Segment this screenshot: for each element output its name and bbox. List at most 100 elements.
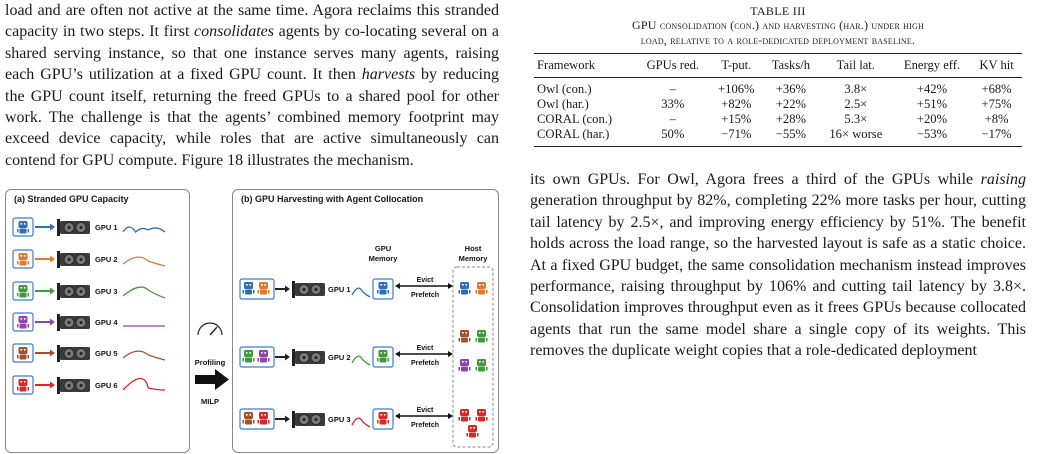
robot-icon [17, 347, 29, 360]
robot-eye [482, 361, 484, 363]
robot-icon [17, 316, 29, 329]
robot-arm [242, 358, 244, 362]
gpu-memory-label: Memory [369, 254, 399, 263]
table-cell: +42% [916, 82, 948, 96]
arrow-head [50, 349, 55, 357]
robot-eye [479, 284, 481, 286]
robot-eye [465, 332, 467, 334]
robot-eye [479, 332, 481, 334]
arrow-head [50, 381, 55, 389]
robot-icon [377, 350, 389, 363]
utilization-curve [351, 417, 371, 428]
big-arrow-head [215, 369, 229, 390]
robot-body [478, 366, 485, 372]
left-paragraph: load and are often not active at the sam… [5, 0, 499, 171]
prefetch-label: Prefetch [411, 360, 439, 367]
right-column: TABLE III GPU consolidation (con.) and h… [530, 0, 1026, 362]
robot-body [478, 416, 485, 422]
robot-arm [17, 229, 19, 233]
robot-eye [380, 352, 383, 354]
gauge-needle [209, 326, 218, 336]
robot-head [244, 282, 253, 289]
gpu-bracket [292, 349, 295, 366]
robot-arm [17, 387, 19, 391]
table-cell: −53% [892, 127, 972, 147]
gpu-fan-hub [79, 321, 83, 324]
robot-eye [261, 352, 263, 354]
robot-arm [257, 358, 259, 362]
text-run: generation throughput by 82%, completing… [530, 192, 1026, 360]
arrow-head [448, 413, 453, 419]
robot-icon [257, 350, 270, 363]
host-memory-label: Memory [459, 254, 489, 263]
gpu-card-icon [57, 314, 90, 331]
table-row: Owl (har.) 33% +82% +22% 2.5× +51% +75% [534, 97, 1022, 112]
robot-arm [257, 420, 259, 424]
robot-arm [253, 420, 255, 424]
figure-drawing: GPU 1 GPU 2 GPU 3 GPU 4 GPU 5 GPU 6 Profiling M… [12, 217, 494, 448]
robot-body [469, 432, 476, 438]
column-header: Framework [534, 53, 637, 78]
gpu-fan-hub [302, 356, 306, 359]
robot-head [378, 282, 388, 289]
gpu-label: GPU 2 [95, 255, 118, 264]
table-cell: −17% [971, 127, 1022, 147]
utilization-curve [351, 287, 371, 298]
column-header: T-put. [709, 53, 764, 78]
arrow-head [50, 318, 55, 326]
table-cell: Owl (har.) [537, 97, 589, 111]
robot-arm [469, 417, 471, 421]
gpu-fan-hub [67, 290, 71, 293]
utilization-curve [122, 377, 166, 391]
gpu-fan-hub [79, 258, 83, 261]
robot-arm [253, 358, 255, 362]
robot-icon [257, 412, 270, 425]
robot-eye [23, 349, 26, 351]
gpu-fan-hub [302, 418, 306, 421]
gpu-bracket [57, 377, 60, 394]
table-cell: +20% [916, 112, 948, 126]
robot-eye [249, 352, 251, 354]
robot-eye [20, 287, 23, 289]
emphasis-raising: raising [980, 171, 1026, 188]
robot-head [18, 221, 28, 228]
robot-eye [23, 287, 26, 289]
robot-icon [17, 253, 29, 266]
utilization-curve [122, 286, 166, 299]
arrow-head [50, 255, 55, 263]
robot-eye [383, 352, 386, 354]
results-table: Framework GPUs red. T-put. Tasks/h Tail lat.… [534, 53, 1022, 147]
robot-arm [486, 417, 488, 421]
arrow-head [285, 285, 290, 293]
arrow-head [395, 413, 400, 419]
gpu-label: GPU 5 [95, 349, 118, 358]
gpu-fan-hub [67, 352, 71, 355]
column-header: GPUs red. [636, 53, 710, 78]
robot-body [260, 357, 267, 363]
robot-eye [462, 361, 464, 363]
robot-arm [387, 420, 389, 424]
robot-arm [27, 261, 29, 265]
table-cell: +28% [775, 112, 806, 126]
robot-body [379, 289, 387, 295]
table-row: Owl (con.) – +106% +36% 3.8× +42% +68% [534, 78, 1022, 98]
robot-arm [469, 290, 471, 294]
right-paragraph: its own GPUs. For Owl, Agora frees a thi… [530, 169, 1026, 362]
table-cell: +68% [981, 82, 1012, 96]
robot-eye [479, 411, 481, 413]
gpu-card-icon [57, 219, 90, 236]
profiling-label: Profiling [195, 358, 226, 367]
robot-head [259, 350, 268, 357]
gpu-card-icon [292, 349, 325, 366]
robot-eye [380, 284, 383, 286]
robot-icon [458, 409, 471, 422]
robot-arm [387, 290, 389, 294]
robot-icon [242, 350, 255, 363]
robot-arm [27, 293, 29, 297]
text-run: agents by co-locating several on a share… [5, 23, 499, 84]
robot-arm [475, 367, 477, 371]
robot-head [477, 330, 486, 337]
robot-arm [387, 358, 389, 362]
robot-icon [475, 409, 488, 422]
robot-eye [383, 414, 386, 416]
